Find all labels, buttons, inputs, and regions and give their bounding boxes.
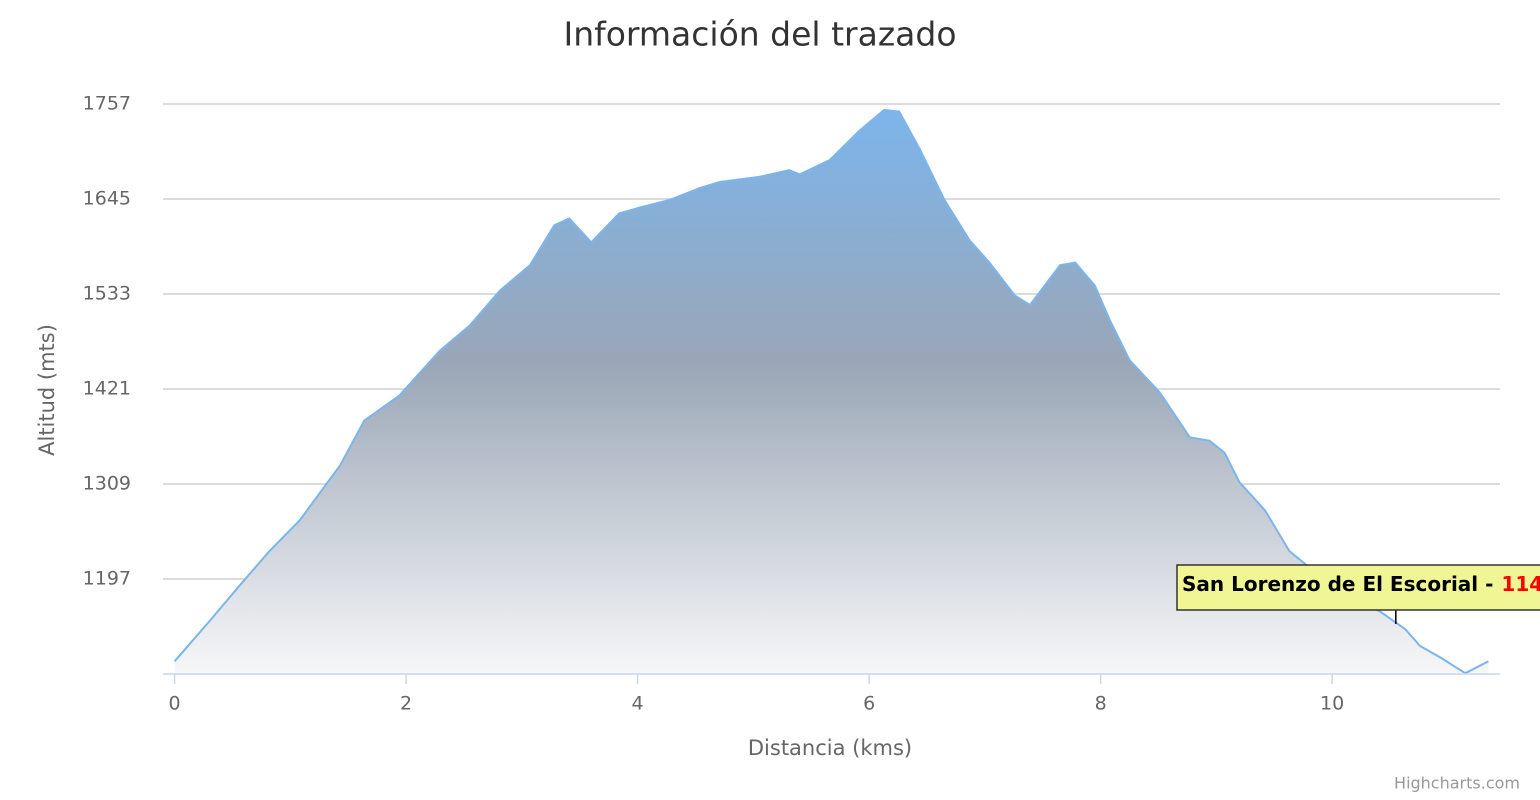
y-tick-label: 1533 xyxy=(83,283,131,305)
y-tick-label: 1645 xyxy=(83,188,131,210)
annotation-value: 114 xyxy=(1501,572,1540,596)
y-tick-label: 1421 xyxy=(83,378,131,400)
credit: Highcharts.com xyxy=(1394,774,1520,793)
y-axis-title: Altitud (mts) xyxy=(35,324,59,456)
annotation-text: San Lorenzo de El Escorial - 114 xyxy=(1182,572,1540,596)
annotation-name: San Lorenzo de El Escorial - xyxy=(1182,572,1493,596)
x-tick-label: 0 xyxy=(169,693,181,715)
y-tick-label: 1757 xyxy=(83,93,131,115)
x-tick-label: 8 xyxy=(1095,693,1107,715)
y-tick-label: 1197 xyxy=(83,568,131,590)
x-tick-label: 6 xyxy=(863,693,875,715)
x-tick-label: 4 xyxy=(632,693,644,715)
x-tick-label: 10 xyxy=(1320,693,1344,715)
chart-title: Información del trazado xyxy=(563,15,956,54)
x-tick-label: 2 xyxy=(400,693,412,715)
x-axis-title: Distancia (kms) xyxy=(748,736,912,760)
annotation-box xyxy=(1176,564,1540,611)
area-line xyxy=(173,108,1489,675)
y-tick-label: 1309 xyxy=(83,473,131,495)
area-fill xyxy=(174,109,1489,674)
